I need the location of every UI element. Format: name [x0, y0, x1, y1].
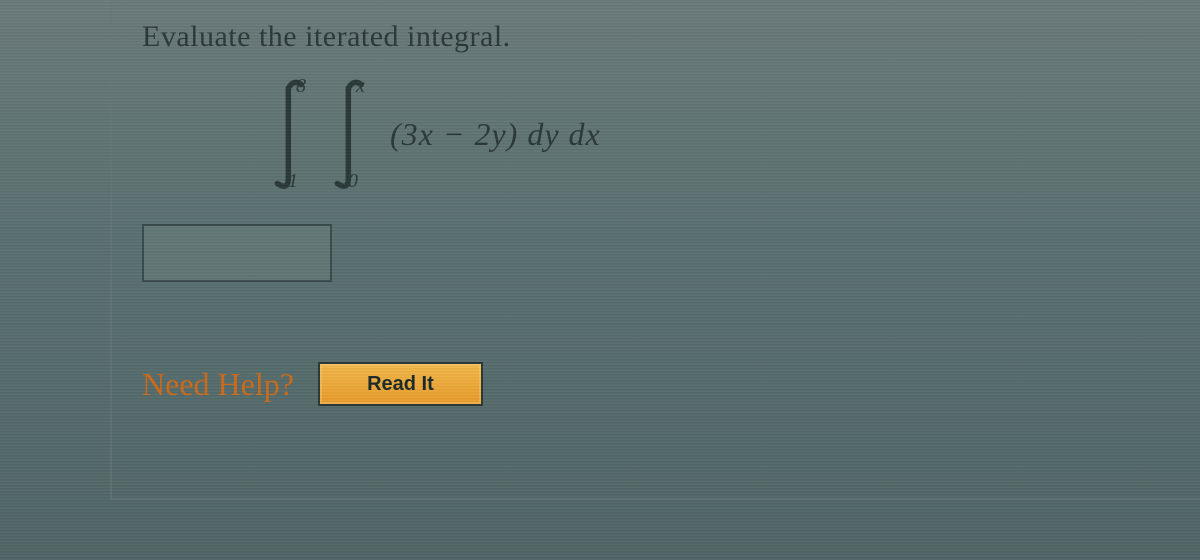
- integrand: (3x − 2y) dy dx: [390, 116, 601, 153]
- inner-lower-limit: 0: [348, 170, 358, 193]
- read-it-button[interactable]: Read It: [318, 362, 483, 406]
- answer-input[interactable]: [142, 224, 332, 282]
- need-help-label: Need Help?: [142, 366, 294, 403]
- prompt-text: Evaluate the iterated integral.: [142, 20, 1170, 54]
- outer-lower-limit: 1: [288, 170, 298, 193]
- inner-integral: x 0: [322, 79, 382, 189]
- integral-expression: 8 1 x 0 (3x − 2y) dy dx: [262, 74, 1170, 194]
- outer-integral: 8 1: [262, 79, 322, 189]
- outer-upper-limit: 8: [296, 75, 306, 98]
- inner-upper-limit: x: [356, 75, 365, 98]
- question-panel: Evaluate the iterated integral. 8 1 x 0 …: [110, 0, 1200, 500]
- help-row: Need Help? Read It: [142, 362, 1170, 406]
